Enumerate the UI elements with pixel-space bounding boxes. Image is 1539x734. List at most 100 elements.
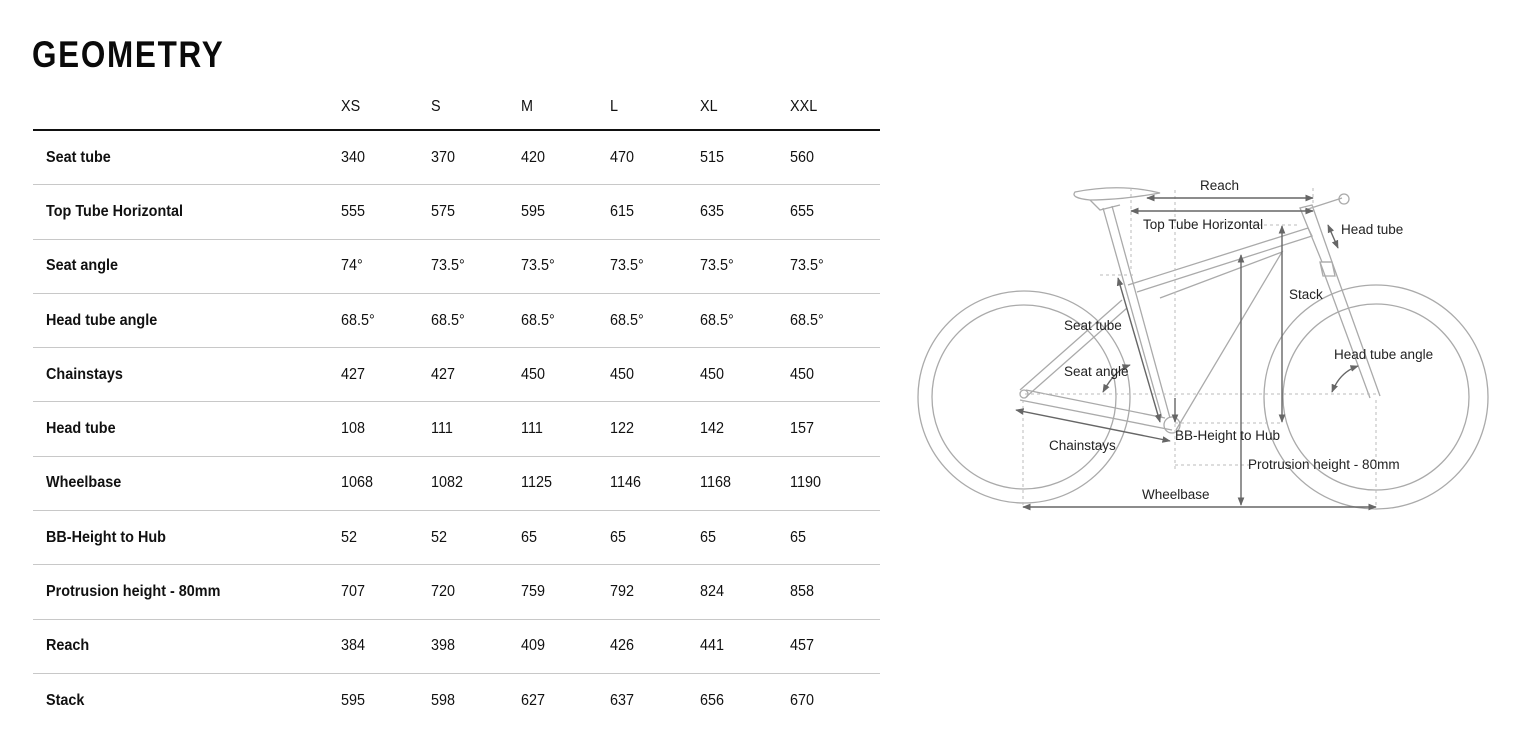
cell-value: 65 [700,510,791,566]
cell-text: 560 [790,148,815,166]
cell-value: 470 [610,130,701,186]
cell-text: 450 [520,365,545,383]
cell-text: 670 [790,691,815,709]
cell-text: 73.5° [790,257,824,275]
cell-value: 615 [610,184,701,240]
chainstay-arrow [1015,408,1171,443]
cell-value: 68.5° [520,293,611,349]
cell-text: 1068 [340,474,373,492]
cell-text: 157 [790,420,815,438]
cell-text: 108 [340,420,365,438]
size-label: XS [340,97,361,115]
cell-value: 142 [700,401,791,457]
cell-value: 457 [790,619,880,674]
cell-text: 656 [700,691,725,709]
cell-text: 637 [610,691,635,709]
size-label: S [430,97,441,115]
cell-value: 111 [430,401,521,457]
cell-value: 635 [700,184,791,240]
label-stack: Stack [1289,287,1323,302]
table-row: Top Tube Horizontal 555 575 595 615 635 655 [33,184,880,240]
label-seat-tube: Seat tube [1064,318,1122,333]
table-row: Protrusion height - 80mm 707 720 759 792 824 8… [33,564,880,620]
cell-value: 73.5° [520,239,611,294]
cell-text: 707 [340,583,365,601]
cell-value: 595 [520,184,611,240]
table-row: Chainstays 427 427 450 450 450 450 [33,347,880,403]
cell-text: 111 [430,420,453,438]
size-header-m: M [520,84,611,131]
cell-value: 68.5° [610,293,701,349]
cell-text: 68.5° [610,311,645,329]
label-protrusion: Protrusion height - 80mm [1248,457,1400,472]
row-label-text: Reach [46,637,90,655]
cell-value: 74° [340,239,431,294]
cell-value: 427 [340,347,431,403]
cell-text: 122 [610,420,635,438]
cell-text: 426 [610,637,635,655]
cell-text: 73.5° [430,257,465,275]
cell-text: 427 [430,365,455,383]
cell-text: 74° [340,257,363,275]
cell-text: 858 [790,583,815,601]
cell-value: 370 [430,130,521,186]
cell-text: 1168 [700,474,732,492]
cell-text: 635 [700,202,725,220]
cell-value: 1146 [610,456,701,512]
row-label: Seat angle [33,239,341,294]
cell-value: 560 [790,130,880,186]
label-chainstays: Chainstays [1049,438,1116,453]
cell-text: 65 [520,528,537,546]
cell-text: 398 [430,637,455,655]
size-label: L [610,97,619,115]
cell-text: 457 [790,637,815,655]
cell-text: 68.5° [700,311,735,329]
dimension-arrows [1015,194,1377,511]
cell-text: 515 [700,148,725,166]
cell-value: 450 [700,347,791,403]
cell-text: 450 [700,365,725,383]
page-title: GEOMETRY [32,34,225,75]
row-label-text: Top Tube Horizontal [46,202,184,220]
cell-text: 441 [700,637,725,655]
cell-text: 73.5° [700,257,735,275]
table-row: Reach 384 398 409 426 441 457 [33,619,880,674]
cell-value: 384 [340,619,431,674]
cell-value: 340 [340,130,431,186]
label-head-tube: Head tube [1341,222,1403,237]
cell-value: 627 [521,673,611,727]
cell-value: 575 [430,184,521,240]
row-label-text: Seat tube [46,148,111,166]
cell-value: 157 [790,401,880,457]
cell-value: 450 [520,347,611,403]
head-tube-arrow [1327,224,1339,249]
cell-value: 450 [610,347,701,403]
table-row: Head tube 108 111 111 122 142 157 [33,401,880,457]
row-label-text: Seat angle [46,257,119,275]
cell-text: 792 [610,583,635,601]
cell-text: 759 [520,583,545,601]
cell-value: 670 [790,673,880,727]
head-tube-angle-arrow [1331,365,1359,393]
size-header-xs: XS [340,84,431,131]
cell-value: 515 [700,130,791,186]
cell-value: 595 [341,673,431,727]
cell-text: 1082 [430,474,463,492]
cell-text: 450 [610,365,635,383]
cell-value: 656 [700,673,790,727]
bike-geometry-diagram: Reach Top Tube Horizontal Head tube Stac… [917,178,1489,511]
row-label: Stack [33,673,341,727]
label-reach: Reach [1200,178,1239,193]
cell-text: 52 [340,528,357,546]
cell-text: 1190 [790,474,822,492]
cell-text: 68.5° [340,311,375,329]
cell-text: 824 [700,583,725,601]
cell-value: 720 [430,564,521,620]
row-label: Reach [33,619,341,674]
row-label: Protrusion height - 80mm [33,564,341,620]
cell-value: 824 [700,564,791,620]
size-header-xxl: XXL [790,84,880,131]
cell-value: 1125 [520,456,611,512]
table-row: Head tube angle 68.5° 68.5° 68.5° 68.5° 68.5°… [33,293,880,349]
cell-text: 1125 [520,474,552,492]
